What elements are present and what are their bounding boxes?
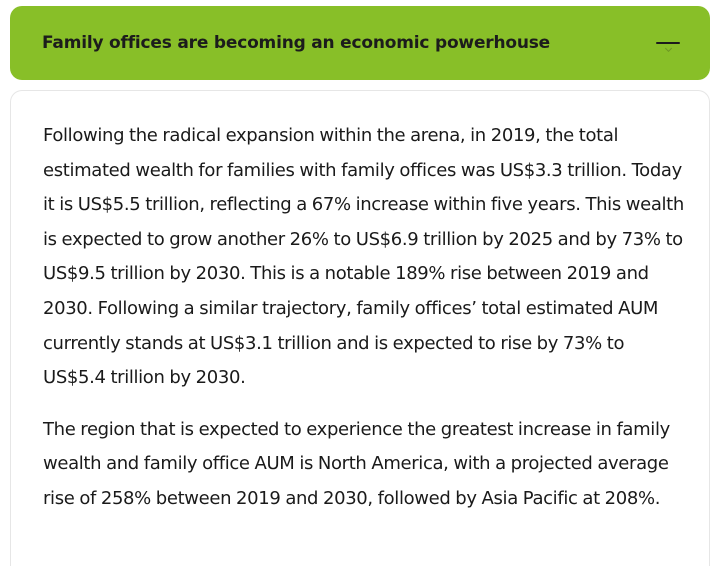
accordion-title: Family offices are becoming an economic …	[42, 33, 550, 53]
accordion: Family offices are becoming an economic …	[10, 6, 710, 566]
accordion-panel: Following the radical expansion within t…	[10, 90, 710, 566]
accordion-header[interactable]: Family offices are becoming an economic …	[10, 6, 710, 80]
panel-paragraph: Following the radical expansion within t…	[43, 125, 684, 389]
minus-icon[interactable]	[656, 33, 680, 53]
panel-paragraph: The region that is expected to experienc…	[43, 418, 670, 509]
